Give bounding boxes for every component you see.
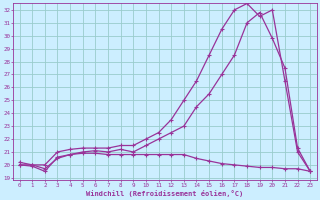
X-axis label: Windchill (Refroidissement éolien,°C): Windchill (Refroidissement éolien,°C) (86, 190, 244, 197)
